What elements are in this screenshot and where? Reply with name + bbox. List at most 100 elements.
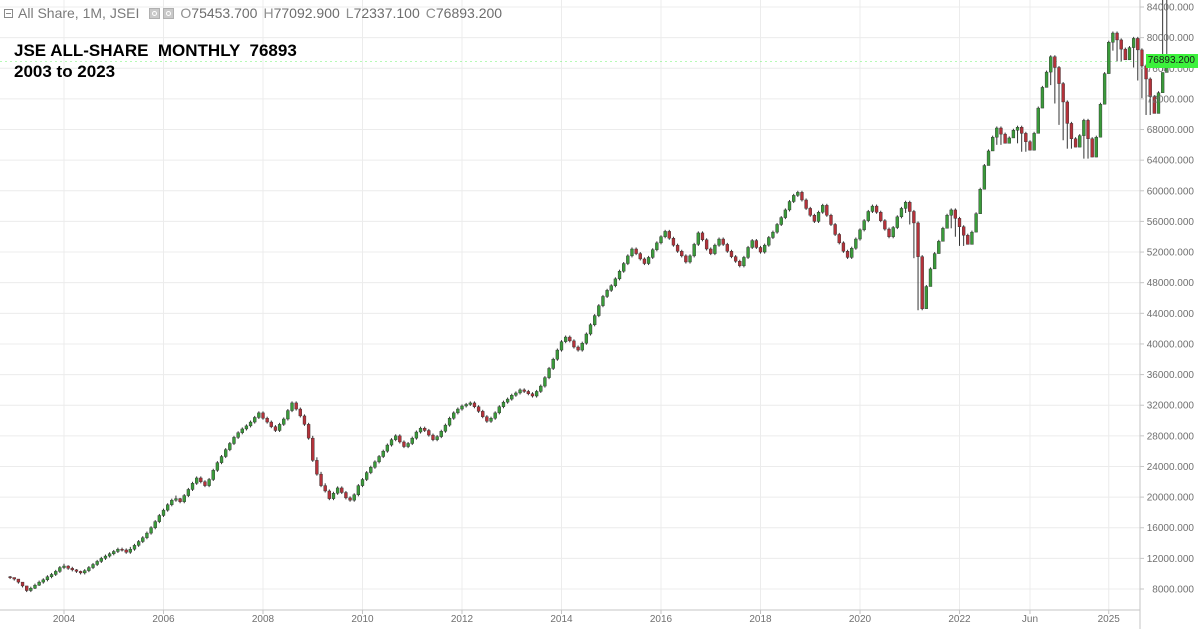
y-tick-label: 48000.000: [1147, 278, 1195, 289]
candle-body-up: [978, 189, 982, 214]
candle-body-down: [887, 228, 891, 237]
candle-body-down: [74, 569, 79, 572]
candle: [1044, 70, 1049, 88]
candle: [982, 163, 987, 190]
chart-title-line2: 2003 to 2023: [14, 62, 116, 81]
candle-body-up: [609, 285, 613, 291]
candle-body-up: [945, 215, 949, 229]
candle-body-up: [211, 470, 215, 480]
candle: [66, 565, 70, 570]
candle: [352, 493, 356, 502]
candle-body-up: [655, 242, 659, 250]
candle: [319, 471, 323, 488]
candle: [199, 476, 203, 484]
candle: [1036, 106, 1040, 134]
candle-body-up: [45, 576, 50, 581]
collapse-icon[interactable]: [4, 8, 13, 18]
low-label: L: [345, 5, 354, 21]
candle-body-down: [273, 426, 278, 431]
candle: [306, 422, 311, 440]
candle: [729, 249, 734, 259]
candle: [253, 415, 257, 424]
candle-body-up: [505, 398, 510, 403]
candle: [908, 200, 912, 225]
candle-body-up: [518, 389, 522, 394]
candle-body-up: [190, 483, 195, 490]
candle: [597, 304, 601, 318]
candle: [783, 208, 788, 220]
candle-body-up: [895, 216, 899, 228]
chart-title-line1: JSE ALL-SHARE MONTHLY 76893: [14, 41, 297, 60]
candle-body-down: [671, 238, 676, 246]
candle-body-down: [298, 408, 302, 417]
candle: [1160, 0, 1165, 93]
candle-body-down: [879, 212, 883, 221]
candle: [298, 407, 302, 418]
x-tick-label: 2012: [451, 614, 474, 625]
instrument-label: All Share, 1M, JSEI: [18, 5, 140, 21]
candle-body-down: [124, 549, 128, 553]
visibility-icon[interactable]: [149, 7, 161, 19]
candle: [522, 388, 526, 393]
candle: [427, 428, 431, 437]
candle-body-down: [203, 481, 207, 486]
candle-body-up: [1098, 104, 1103, 138]
candle: [472, 401, 477, 409]
candle: [505, 397, 510, 404]
candle: [957, 216, 962, 246]
candle-body-down: [704, 239, 709, 250]
candle: [1003, 132, 1007, 144]
candle: [937, 239, 941, 254]
high-value: 77092.900: [273, 5, 340, 21]
candle: [638, 252, 642, 261]
price-axis[interactable]: 8000.000 12000.000 16000.000 20000.000 24000…: [1140, 3, 1194, 596]
x-tick-label: 2025: [1098, 614, 1121, 625]
candle-body-up: [141, 537, 145, 542]
candle-body-up: [331, 493, 336, 499]
candle-body-down: [269, 421, 273, 427]
candle: [58, 566, 62, 573]
candle: [157, 513, 162, 524]
candle-body-up: [182, 495, 186, 502]
candle: [953, 208, 958, 237]
candle: [675, 243, 680, 253]
candle-body-down: [754, 240, 759, 248]
candle: [74, 569, 79, 573]
candle-body-down: [315, 460, 319, 475]
candle: [887, 227, 891, 239]
candle-body-up: [514, 392, 518, 396]
candle-body-up: [369, 467, 373, 473]
candle: [1136, 36, 1140, 81]
candle: [796, 190, 800, 197]
candle-body-up: [153, 521, 157, 528]
settings-icon[interactable]: [163, 7, 175, 19]
candle-body-up: [555, 349, 560, 360]
candle-body-down: [883, 220, 887, 230]
candle: [1020, 125, 1024, 152]
candle-body-up: [215, 462, 220, 471]
candle-body-down: [845, 251, 850, 258]
candle: [1069, 121, 1074, 149]
candle: [874, 204, 879, 214]
candle-body-up: [174, 498, 178, 501]
x-tick-label: Jun: [1022, 614, 1038, 625]
candle: [870, 204, 875, 213]
candle: [1152, 95, 1157, 114]
candle: [829, 213, 833, 227]
candle-body-down: [1123, 48, 1127, 61]
candle-body-up: [1078, 135, 1082, 148]
candle-body-down: [522, 389, 526, 392]
candle: [165, 503, 170, 512]
candle-body-up: [435, 436, 439, 440]
candle: [286, 409, 290, 421]
candle-body-down: [1020, 127, 1024, 134]
candle: [389, 438, 394, 447]
candle-body-up: [1131, 38, 1136, 48]
time-axis[interactable]: 2004 2006 2008 2010 2012 2014 2016 2018 2020 2022…: [53, 610, 1120, 625]
candle-body-up: [49, 574, 54, 577]
candle-body-up: [1011, 130, 1016, 139]
candle: [945, 213, 949, 229]
candle-body-down: [966, 235, 970, 245]
candle: [356, 484, 361, 497]
